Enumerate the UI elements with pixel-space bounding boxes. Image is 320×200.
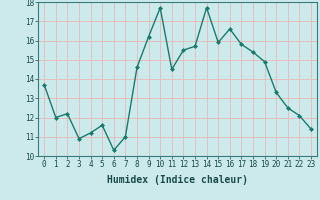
- X-axis label: Humidex (Indice chaleur): Humidex (Indice chaleur): [107, 175, 248, 185]
